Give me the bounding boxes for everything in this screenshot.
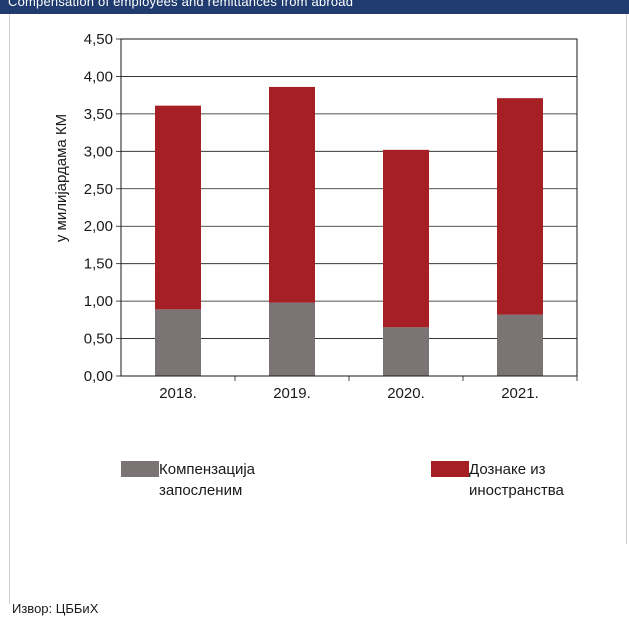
- plot-frame: [120, 38, 578, 377]
- x-tick-label: 2018.: [159, 385, 197, 400]
- y-tick-label: 4,00: [84, 68, 113, 85]
- bar-segment-compensation: [383, 327, 429, 376]
- y-tick-label: 4,50: [84, 31, 113, 48]
- right-border: [626, 14, 627, 544]
- legend-label-remittances: Дознаке из иностранства: [469, 461, 564, 499]
- bars: [155, 86, 543, 376]
- y-tick-label: 3,50: [84, 106, 113, 123]
- y-tick-label: 1,00: [84, 293, 113, 310]
- legend-label-compensation: Компензација запосленим: [159, 461, 256, 499]
- legend-swatch-compensation: [121, 461, 159, 477]
- bar-segment-compensation: [497, 314, 543, 376]
- y-tick-label: 3,00: [84, 143, 113, 160]
- bar-segment-remittances: [383, 149, 429, 328]
- x-tick-label: 2020.: [387, 385, 425, 400]
- legend-item-remittances: Дознаке из иностранства: [431, 459, 619, 501]
- y-axis-label: у милијардама КМ: [53, 114, 70, 242]
- header-bar: Compensation of employees and remittance…: [0, 0, 629, 14]
- header-text: Compensation of employees and remittance…: [8, 0, 354, 9]
- legend-item-compensation: Компензација запосленим: [121, 459, 309, 501]
- stacked-bar-chart: 0,00 0,50 1,00 1,50 2,00 2,50 3,00 3,50 4,00 4,50…: [53, 31, 578, 400]
- y-tick-label: 0,50: [84, 331, 113, 348]
- y-tick-label: 0,00: [84, 368, 113, 385]
- bar-segment-compensation: [155, 309, 201, 376]
- y-tick-labels: 0,00 0,50 1,00 1,50 2,00 2,50 3,00 3,50 4,00 4,50: [84, 31, 113, 385]
- legend-swatch-remittances: [431, 461, 469, 477]
- axes: [116, 38, 578, 381]
- y-tick-label: 1,50: [84, 256, 113, 273]
- bar-segment-remittances: [155, 105, 201, 310]
- bar-segment-compensation: [269, 302, 315, 376]
- x-tick-label: 2019.: [273, 385, 311, 400]
- source-note: Извор: ЦББиХ: [12, 601, 99, 616]
- x-tick-label: 2021.: [501, 385, 539, 400]
- bar-segment-remittances: [269, 86, 315, 303]
- left-border: [9, 14, 10, 604]
- y-tick-label: 2,50: [84, 181, 113, 198]
- y-tick-label: 2,00: [84, 218, 113, 235]
- x-tick-labels: 2018. 2019. 2020. 2021.: [159, 385, 539, 400]
- bar-segment-remittances: [497, 98, 543, 315]
